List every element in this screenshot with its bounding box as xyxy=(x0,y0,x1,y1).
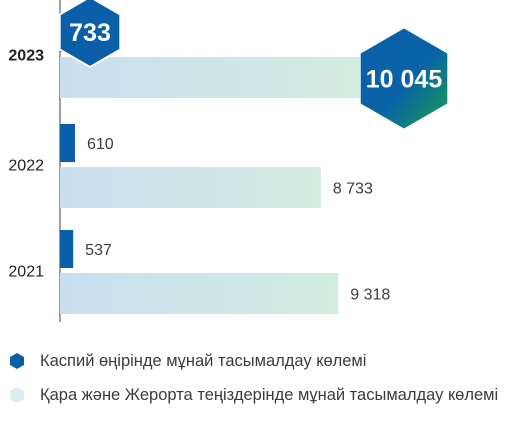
bar-chart: 2023 733 10 045 2022 610 8 733 2021 537 9 318 xyxy=(8,0,448,322)
value-badge-black-mediterranean xyxy=(360,28,448,129)
data-label-caspian: 733 xyxy=(69,19,111,47)
data-label-black-mediterranean: 8 733 xyxy=(333,181,373,198)
value-badge-caspian xyxy=(58,0,122,69)
caspian-bar xyxy=(60,124,75,162)
legend-label-caspian: Каспий өңірінде мұнай тасымалдау көлемі xyxy=(40,351,367,370)
caspian-bar xyxy=(60,230,74,268)
hexagon-dark-blue-icon xyxy=(10,353,24,369)
black-mediterranean-bar xyxy=(60,57,360,98)
legend: Каспий өңірінде мұнай тасымалдау көлемі … xyxy=(10,344,505,412)
legend-item-black-mediterranean: Қара және Жерорта теңіздерінде мұнай тас… xyxy=(10,378,505,412)
y-tick-label: 2021 xyxy=(8,264,44,281)
data-label-black-mediterranean: 10 045 xyxy=(366,66,443,94)
legend-item-caspian: Каспий өңірінде мұнай тасымалдау көлемі xyxy=(10,344,505,378)
black-mediterranean-bar xyxy=(60,273,339,314)
legend-label-black-mediterranean: Қара және Жерорта теңіздерінде мұнай тас… xyxy=(40,385,499,404)
data-label-caspian: 610 xyxy=(87,136,114,153)
hexagon-light-icon xyxy=(10,387,24,403)
y-tick-label: 2023 xyxy=(8,48,44,65)
data-label-black-mediterranean: 9 318 xyxy=(350,287,390,304)
data-label-caspian: 537 xyxy=(85,242,112,259)
black-mediterranean-bar xyxy=(60,167,321,208)
y-tick-label: 2022 xyxy=(8,158,44,175)
